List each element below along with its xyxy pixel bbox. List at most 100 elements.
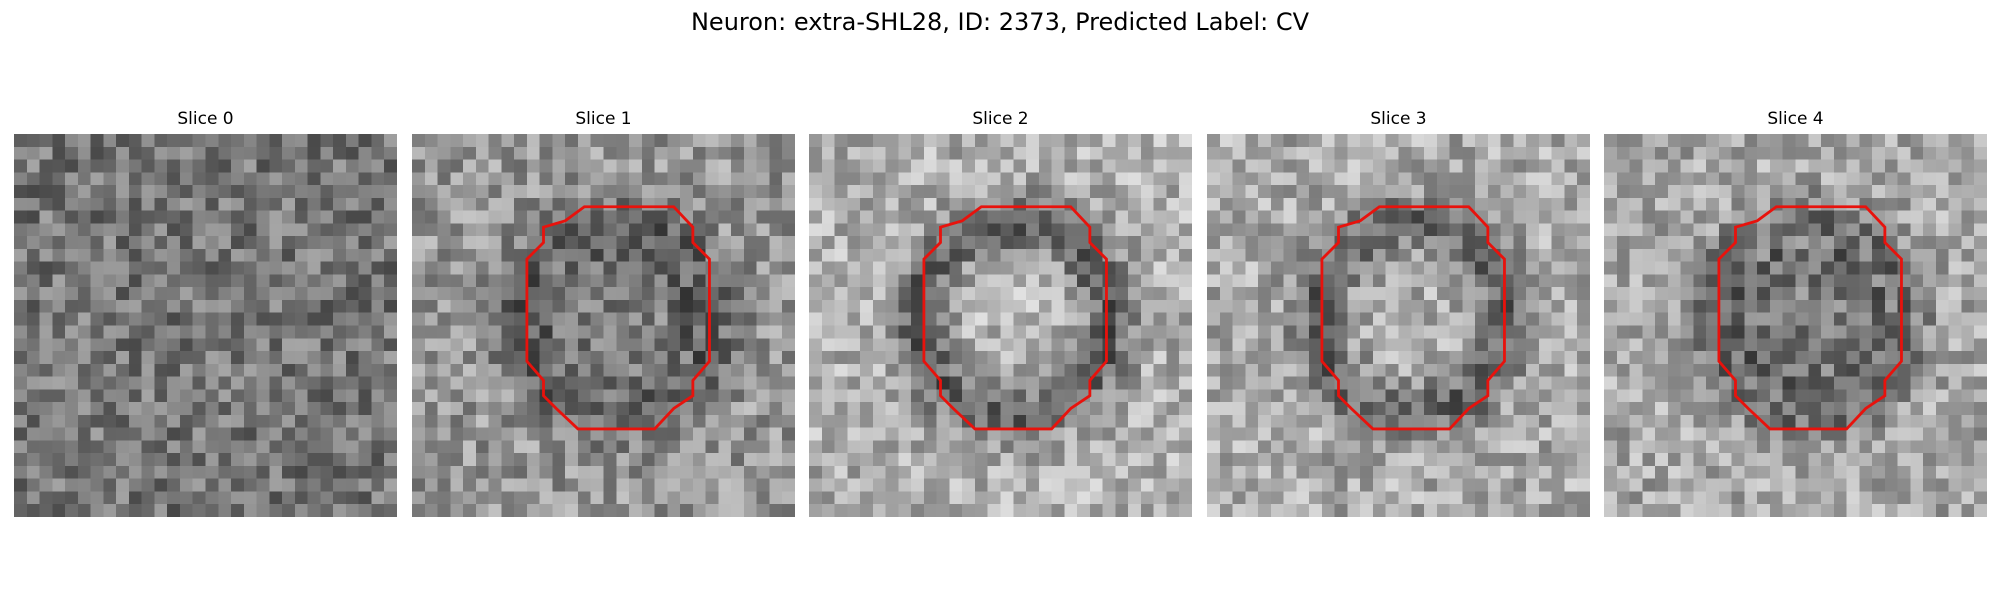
pixel <box>1846 402 1860 416</box>
pixel <box>1667 363 1681 377</box>
pixel <box>743 261 757 275</box>
pixel <box>1577 325 1590 339</box>
pixel <box>718 427 732 441</box>
pixel <box>923 312 937 326</box>
pixel <box>256 261 270 275</box>
pixel <box>1808 210 1822 224</box>
pixel <box>243 453 257 467</box>
pixel <box>256 338 270 352</box>
pixel <box>1166 325 1180 339</box>
pixel <box>1487 197 1501 211</box>
pixel <box>1475 274 1489 288</box>
pixel <box>1935 440 1949 454</box>
pixel <box>860 248 874 262</box>
pixel <box>1897 414 1911 428</box>
pixel <box>860 146 874 160</box>
pixel <box>307 159 321 173</box>
pixel <box>1782 414 1796 428</box>
pixel <box>692 312 706 326</box>
pixel <box>590 389 604 403</box>
pixel <box>923 223 937 237</box>
pixel <box>1693 325 1707 339</box>
pixel <box>1706 427 1720 441</box>
pixel <box>179 312 193 326</box>
pixel <box>1000 491 1014 505</box>
pixel <box>1629 197 1643 211</box>
pixel <box>358 146 372 160</box>
pixel <box>231 134 245 148</box>
pixel <box>705 223 719 237</box>
pixel <box>1577 427 1590 441</box>
pixel <box>1424 504 1438 517</box>
pixel <box>1179 402 1192 416</box>
pixel <box>1207 223 1221 237</box>
pixel <box>1411 376 1425 390</box>
pixel <box>1089 402 1103 416</box>
pixel <box>1000 478 1014 492</box>
pixel <box>307 210 321 224</box>
pixel <box>1051 478 1065 492</box>
pixel <box>1258 351 1272 365</box>
pixel <box>1245 146 1259 160</box>
pixel <box>692 453 706 467</box>
pixel <box>629 478 643 492</box>
pixel <box>1296 172 1310 186</box>
pixel <box>987 172 1001 186</box>
pixel <box>1629 210 1643 224</box>
pixel <box>539 197 553 211</box>
pixel <box>1462 351 1476 365</box>
pixel-grid <box>1604 134 1987 517</box>
pixel <box>1153 414 1167 428</box>
pixel <box>1577 478 1590 492</box>
pixel <box>65 223 79 237</box>
pixel <box>1026 197 1040 211</box>
pixel <box>1884 376 1898 390</box>
pixel <box>424 248 438 262</box>
pixel <box>911 312 925 326</box>
pixel <box>731 312 745 326</box>
pixel <box>1974 197 1987 211</box>
pixel <box>1769 478 1783 492</box>
pixel <box>1923 363 1937 377</box>
pixel <box>358 478 372 492</box>
pixel <box>680 351 694 365</box>
pixel <box>103 299 117 313</box>
pixel <box>590 261 604 275</box>
pixel <box>358 414 372 428</box>
pixel <box>692 491 706 505</box>
pixel <box>1513 274 1527 288</box>
pixel <box>1551 299 1565 313</box>
pixel <box>577 465 591 479</box>
pixel <box>1526 453 1540 467</box>
pixel <box>1309 287 1323 301</box>
pixel <box>371 453 385 467</box>
pixel <box>424 351 438 365</box>
pixel <box>1166 504 1180 517</box>
pixel <box>1706 210 1720 224</box>
pixel <box>1706 325 1720 339</box>
pixel <box>1680 134 1694 148</box>
pixel <box>1718 236 1732 250</box>
pixel <box>1897 299 1911 313</box>
pixel <box>667 210 681 224</box>
pixel <box>860 236 874 250</box>
pixel <box>307 363 321 377</box>
pixel <box>1642 210 1656 224</box>
pixel <box>1115 338 1129 352</box>
pixel <box>1270 146 1284 160</box>
pixel <box>936 465 950 479</box>
pixel <box>962 389 976 403</box>
pixel <box>1436 402 1450 416</box>
pixel <box>1245 159 1259 173</box>
pixel <box>1884 159 1898 173</box>
pixel <box>718 236 732 250</box>
pixel <box>1385 134 1399 148</box>
pixel <box>1564 478 1578 492</box>
pixel <box>872 312 886 326</box>
pixel <box>218 491 232 505</box>
pixel <box>680 261 694 275</box>
pixel <box>1077 210 1091 224</box>
pixel <box>65 504 79 517</box>
pixel <box>539 287 553 301</box>
pixel <box>39 312 53 326</box>
